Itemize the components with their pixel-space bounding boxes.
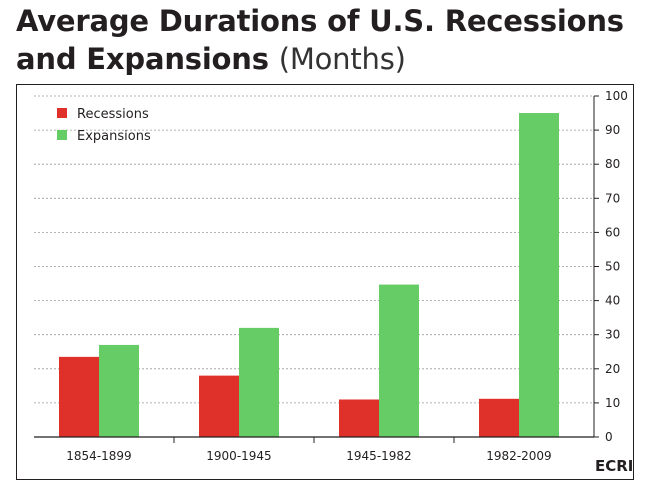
bar-recessions-1982-2009 [479, 398, 519, 437]
chart-title-second-line: and Expansions [16, 42, 269, 76]
bar-recessions-1854-1899 [59, 356, 99, 437]
x-tick-label: 1945-1982 [346, 449, 411, 463]
x-tick-label: 1982-2009 [486, 449, 551, 463]
y-tick-label: 80 [605, 157, 620, 171]
chart-subtitle: (Months) [278, 42, 406, 76]
y-tick-label: 10 [605, 396, 620, 410]
x-tick-label: 1854-1899 [66, 449, 131, 463]
y-tick-label: 70 [605, 191, 620, 205]
legend-swatch-expansions [57, 130, 67, 140]
x-tick-label: 1900-1945 [206, 449, 271, 463]
bar-expansions-1900-1945 [239, 327, 279, 437]
y-tick-label: 100 [605, 89, 628, 103]
y-tick-label: 60 [605, 225, 620, 239]
legend-label-expansions: Expansions [77, 129, 151, 144]
legend-swatch-recessions [57, 108, 67, 118]
y-tick-label: 0 [605, 430, 613, 444]
chart-title-block: Average Durations of U.S. Recessions and… [16, 2, 656, 78]
bar-recessions-1945-1982 [339, 399, 379, 437]
y-tick-label: 30 [605, 328, 620, 342]
chart-title: Average Durations of U.S. Recessions [16, 4, 624, 38]
bar-expansions-1945-1982 [379, 284, 419, 437]
bar-recessions-1900-1945 [199, 375, 239, 437]
bar-expansions-1982-2009 [519, 113, 559, 438]
bar-expansions-1854-1899 [99, 344, 139, 437]
y-tick-label: 50 [605, 260, 620, 274]
chart-title-line2: and Expansions (Months) [16, 40, 656, 78]
y-tick-label: 90 [605, 123, 620, 137]
chart-frame [16, 84, 634, 480]
legend-label-recessions: Recessions [77, 107, 149, 122]
source-label: ECRI [595, 457, 633, 475]
y-tick-label: 20 [605, 362, 620, 376]
y-tick-label: 40 [605, 294, 620, 308]
